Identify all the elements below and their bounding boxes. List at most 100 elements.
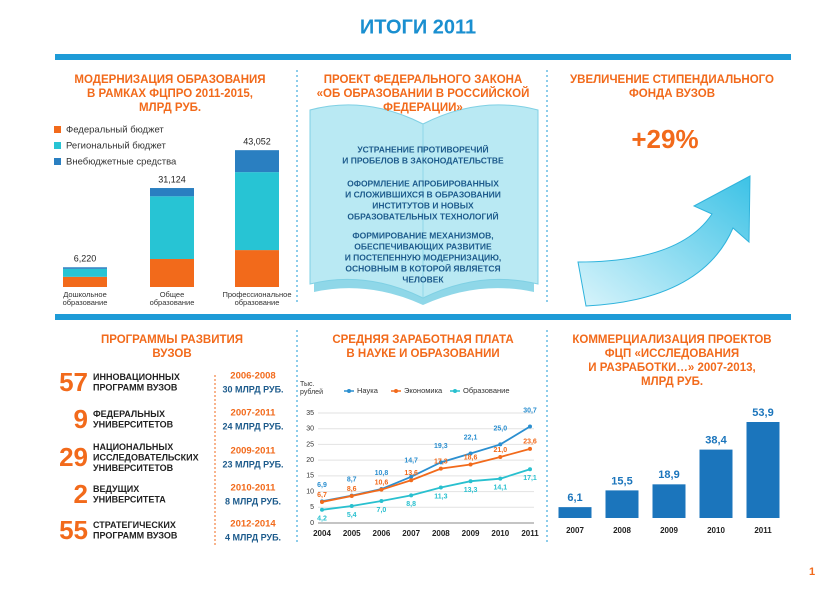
data-label: 7,0 bbox=[377, 507, 387, 514]
program-name: УНИВЕРСИТЕТОВ bbox=[93, 420, 174, 430]
data-point bbox=[468, 451, 473, 456]
program-name: ИССЛЕДОВАТЕЛЬСКИХ bbox=[93, 452, 199, 462]
data-label: 8,8 bbox=[406, 501, 416, 508]
panel-heading: ФЦП «ИССЛЕДОВАНИЯ bbox=[605, 348, 739, 360]
book-text: ОСНОВНЫМ В КОТОРОЙ ЯВЛЯЕТСЯ bbox=[345, 262, 500, 273]
legend-marker bbox=[394, 389, 398, 393]
panel-heading: МОДЕРНИЗАЦИЯ ОБРАЗОВАНИЯ bbox=[74, 74, 265, 86]
panel-heading: МЛРД РУБ. bbox=[139, 102, 201, 114]
data-point bbox=[379, 487, 384, 492]
category-label-box: Профессиональное образование bbox=[222, 291, 292, 307]
data-label: 53,9 bbox=[752, 407, 773, 419]
book-text: И ПРОБЕЛОВ В ЗАКОНОДАТЕЛЬСТВЕ bbox=[342, 155, 504, 165]
bar bbox=[652, 484, 686, 518]
total-label: 6,220 bbox=[74, 254, 97, 264]
data-label: 15,5 bbox=[611, 475, 632, 487]
x-tick-label: 2007 bbox=[566, 526, 584, 535]
middle-rule bbox=[55, 314, 791, 320]
data-label: 17,3 bbox=[434, 458, 448, 465]
scholarship-value: +29% bbox=[631, 124, 698, 154]
data-point bbox=[409, 474, 414, 479]
data-point bbox=[468, 462, 473, 467]
data-point bbox=[379, 499, 384, 503]
data-point bbox=[438, 485, 443, 490]
data-label: 11,3 bbox=[434, 493, 447, 500]
y-tick-label: 15 bbox=[306, 473, 314, 480]
legend-swatch bbox=[54, 126, 61, 133]
page-title: ИТОГИ 2011 bbox=[360, 16, 476, 38]
program-years: 2010-2011 bbox=[231, 483, 277, 494]
book-text: ОФОРМЛЕНИЕ АПРОБИРОВАННЫХ bbox=[347, 178, 499, 188]
program-amount: 23 МЛРД РУБ. bbox=[222, 459, 283, 469]
book-text: ЧЕЛОВЕК bbox=[402, 274, 444, 284]
program-years: 2009-2011 bbox=[231, 446, 277, 457]
bar-segment bbox=[235, 250, 279, 287]
program-count: 9 bbox=[74, 404, 88, 434]
data-label: 10,6 bbox=[375, 480, 389, 487]
x-tick-label: 2007 bbox=[402, 529, 420, 538]
x-tick-label: 2009 bbox=[660, 526, 678, 535]
program-count: 55 bbox=[59, 515, 88, 545]
x-tick-label: 2004 bbox=[313, 529, 331, 538]
x-tick-label: 2008 bbox=[613, 526, 631, 535]
program-amount: 24 МЛРД РУБ. bbox=[222, 421, 283, 431]
page-number: 1 bbox=[809, 566, 815, 578]
legend-label: Внебюджетные средства bbox=[66, 157, 177, 168]
data-label: 8,7 bbox=[347, 477, 357, 484]
data-label: 14,7 bbox=[404, 458, 418, 465]
series-line bbox=[321, 447, 531, 503]
data-label: 5,4 bbox=[347, 512, 357, 519]
panel-heading: В РАМКАХ ФЦПРО 2011-2015, bbox=[87, 88, 253, 100]
panel-heading: И РАЗРАБОТКИ…» 2007-2013, bbox=[588, 362, 755, 374]
panel-heading: СРЕДНЯЯ ЗАРАБОТНАЯ ПЛАТА bbox=[332, 334, 513, 346]
y-tick-label: 30 bbox=[306, 426, 314, 433]
series-line bbox=[321, 468, 531, 511]
panel-heading: ФЕДЕРАЦИИ» bbox=[383, 102, 463, 114]
bar-segment bbox=[63, 267, 107, 269]
book-text: И СЛОЖИВШИХСЯ В ОБРАЗОВАНИИ bbox=[345, 189, 501, 199]
y-axis-label: Тыс. рублей bbox=[300, 381, 323, 396]
bar-segment bbox=[150, 196, 194, 259]
program-name: ФЕДЕРАЛЬНЫХ bbox=[93, 409, 165, 419]
y-tick-label: 25 bbox=[306, 441, 314, 448]
x-tick-label: 2008 bbox=[432, 529, 450, 538]
legend-label: Наука bbox=[357, 386, 379, 395]
program-amount: 30 МЛРД РУБ. bbox=[222, 384, 283, 394]
total-label: 31,124 bbox=[158, 174, 186, 184]
x-tick-label: 2011 bbox=[521, 529, 539, 538]
y-tick-label: 20 bbox=[306, 457, 314, 464]
book-text: ОБРАЗОВАТЕЛЬНЫХ ТЕХНОЛОГИЙ bbox=[347, 210, 498, 221]
legend-marker bbox=[347, 389, 351, 393]
growth-arrow bbox=[577, 175, 751, 307]
x-tick-label: 2006 bbox=[373, 529, 391, 538]
data-point bbox=[498, 476, 503, 481]
data-label: 38,4 bbox=[705, 435, 727, 447]
data-point bbox=[438, 466, 443, 471]
program-name: НАЦИОНАЛЬНЫХ bbox=[93, 442, 173, 452]
panel-heading: ФОНДА ВУЗОВ bbox=[629, 88, 715, 100]
data-point bbox=[468, 479, 473, 484]
program-years: 2012-2014 bbox=[230, 519, 276, 530]
data-point bbox=[438, 460, 443, 465]
data-label: 22,1 bbox=[464, 434, 478, 441]
legend-label: Федеральный бюджет bbox=[66, 125, 164, 136]
bar-segment bbox=[235, 172, 279, 251]
data-label: 10,8 bbox=[375, 470, 389, 477]
book-text: ФОРМИРОВАНИЕ МЕХАНИЗМОВ, bbox=[352, 230, 493, 240]
program-name: СТРАТЕГИЧЕСКИХ bbox=[93, 520, 176, 530]
panel-heading: В НАУКЕ И ОБРАЗОВАНИИ bbox=[346, 348, 499, 360]
category-label: Профессиональное образование bbox=[222, 291, 292, 307]
y-tick-label: 35 bbox=[306, 410, 314, 417]
data-label: 8,6 bbox=[347, 486, 357, 493]
bar-segment bbox=[235, 150, 279, 173]
y-axis-label-box: Тыс. рублей bbox=[300, 381, 323, 396]
program-name: УНИВЕРСИТЕТА bbox=[93, 495, 166, 505]
bar-segment bbox=[63, 276, 107, 287]
book-text: ИНСТИТУТОВ И НОВЫХ bbox=[372, 200, 474, 210]
panel-heading: МЛРД РУБ. bbox=[641, 376, 703, 388]
total-label: 43,052 bbox=[243, 136, 271, 146]
legend-swatch bbox=[54, 142, 61, 149]
bar-segment bbox=[150, 188, 194, 197]
bar bbox=[746, 422, 780, 518]
